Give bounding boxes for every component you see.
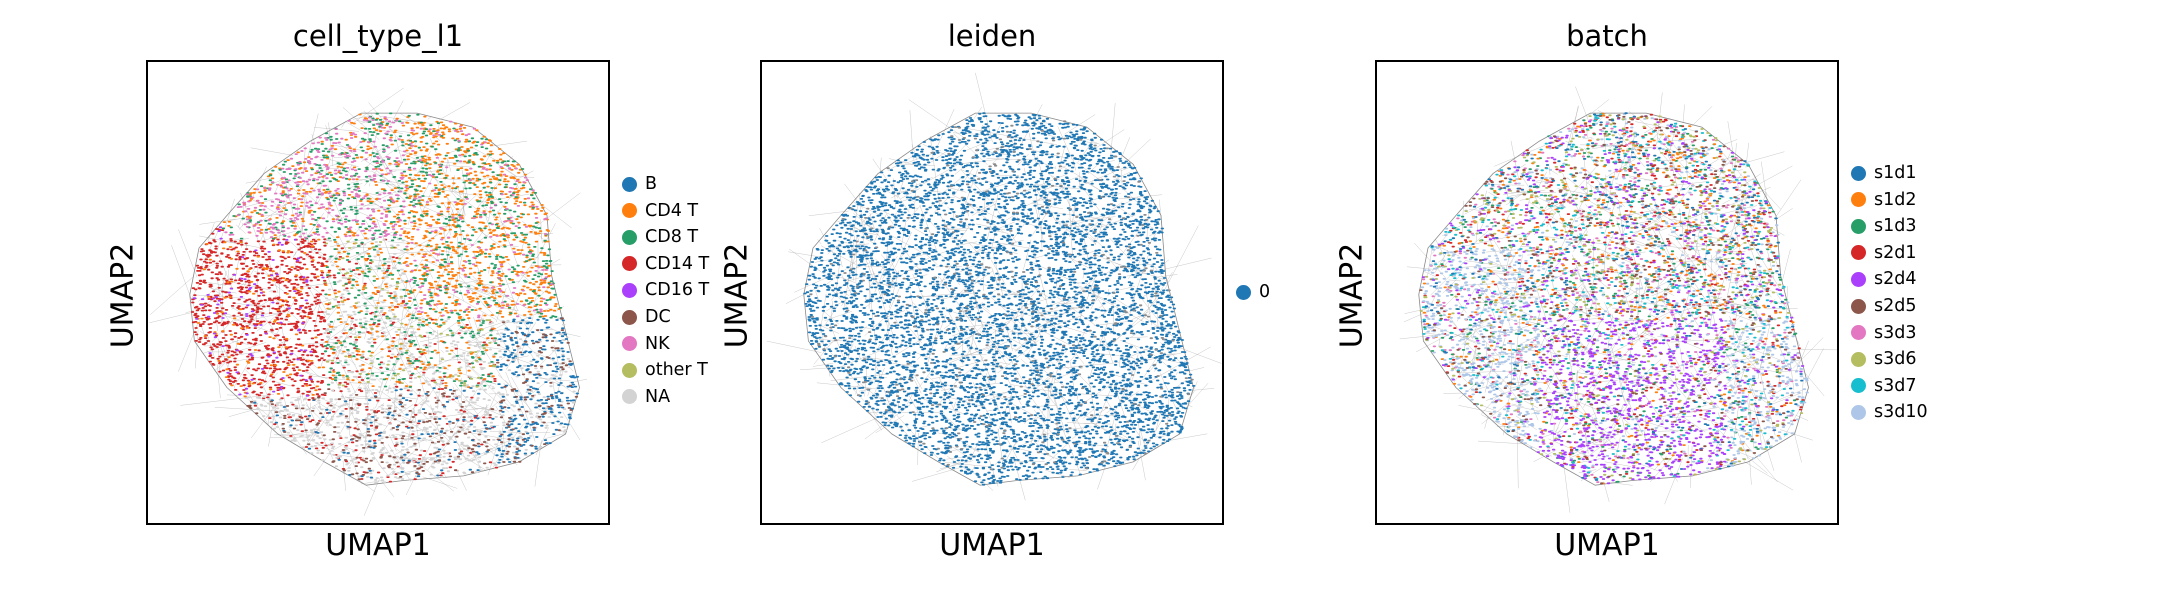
legend-label: DC: [645, 307, 671, 327]
legend-item: DC: [622, 304, 671, 330]
legend-item: 0: [1236, 279, 1270, 305]
legend-marker: [1851, 298, 1866, 314]
x-axis-label: UMAP1: [939, 528, 1045, 563]
scatter-points: [1419, 114, 1804, 479]
legend-item: CD14 T: [622, 251, 709, 277]
legend-label: s1d3: [1874, 216, 1917, 237]
legend-label: s3d10: [1874, 402, 1928, 423]
legend-label: s3d7: [1874, 375, 1917, 396]
scatter-points: [1419, 114, 1801, 485]
scatter-points: [244, 238, 576, 484]
legend-marker: [1236, 284, 1251, 300]
legend-item: s2d5: [1851, 293, 1917, 319]
legend-marker: [1851, 271, 1866, 287]
legend-item: s3d6: [1851, 346, 1917, 372]
scatter-points: [809, 120, 1194, 471]
legend-marker: [622, 389, 637, 405]
scatter-points: [192, 226, 325, 397]
legend-marker: [622, 176, 637, 192]
legend-item: NA: [622, 384, 670, 410]
scatter-points: [1421, 113, 1804, 480]
legend-label: s2d1: [1874, 242, 1917, 263]
legend-label: CD4 T: [645, 200, 699, 221]
legend-item: s2d4: [1851, 266, 1917, 292]
scatter-points: [803, 112, 1196, 486]
plot-area: [760, 60, 1224, 525]
legend-label: other T: [645, 360, 708, 381]
legend-item: s1d2: [1851, 187, 1917, 213]
neighbor-graph-edges: [1399, 86, 1837, 513]
chart-title: leiden: [947, 19, 1037, 53]
cloud-outline: [803, 112, 1194, 486]
legend-item: s2d1: [1851, 240, 1917, 266]
x-axis-label: UMAP1: [1554, 528, 1660, 563]
chart-title: cell_type_l1: [292, 19, 464, 53]
legend-label: CD14 T: [645, 253, 710, 274]
edge-lines: [1399, 86, 1837, 513]
legend-item: s1d3: [1851, 213, 1917, 239]
legend-marker: [622, 336, 637, 352]
legend-label: NK: [645, 333, 670, 354]
scatter-points: [1421, 115, 1805, 485]
scatter-points: [253, 317, 579, 479]
legend-label: 0: [1259, 282, 1271, 302]
y-axis-label: UMAP2: [105, 242, 141, 349]
legend-marker: [622, 203, 637, 219]
legend-marker: [622, 362, 637, 378]
scatter-points: [1422, 112, 1795, 485]
legend-item: CD8 T: [622, 224, 698, 250]
legend-label: s3d6: [1874, 349, 1917, 370]
scatter-plot: [1399, 86, 1837, 513]
scatter-points: [224, 116, 554, 319]
plot-area: [146, 60, 610, 525]
scatter-points: [246, 317, 579, 481]
legend-item: s3d3: [1851, 320, 1917, 346]
legend-item: NK: [622, 331, 670, 357]
legend-marker: [1851, 218, 1866, 234]
legend-marker: [622, 256, 637, 272]
legend-marker: [1851, 351, 1866, 367]
y-axis-label: UMAP2: [1334, 242, 1370, 349]
legend-marker: [1851, 245, 1866, 261]
legend-marker: [622, 309, 637, 325]
scatter-plot: [149, 87, 588, 516]
x-axis-label: UMAP1: [325, 528, 431, 563]
legend-marker: [1851, 325, 1866, 341]
legend-marker: [622, 282, 637, 298]
legend-item: other T: [622, 357, 708, 383]
legend-label: s2d4: [1874, 269, 1917, 290]
legend-item: s1d1: [1851, 160, 1917, 186]
legend-marker: [1851, 192, 1866, 208]
legend-label: s2d5: [1874, 296, 1917, 316]
legend-marker: [1851, 165, 1866, 181]
legend-item: s3d7: [1851, 373, 1917, 399]
legend-label: CD8 T: [645, 227, 699, 248]
legend-label: s1d1: [1874, 163, 1917, 183]
legend-label: s1d2: [1874, 189, 1917, 210]
cloud-outline: [189, 112, 580, 486]
chart-title: batch: [1566, 19, 1648, 53]
scatter-plot: [766, 72, 1222, 501]
legend-item: CD4 T: [622, 198, 698, 224]
legend-marker: [622, 229, 637, 245]
plot-area: [1375, 60, 1839, 525]
legend-label: NA: [645, 386, 671, 407]
legend-marker: [1851, 404, 1866, 420]
y-axis-label: UMAP2: [719, 242, 755, 349]
legend-label: s3d3: [1874, 322, 1917, 343]
scatter-points: [323, 240, 497, 388]
legend-marker: [1851, 378, 1866, 394]
legend-item: B: [622, 171, 657, 197]
legend-label: CD16 T: [645, 280, 710, 301]
legend-item: s3d10: [1851, 399, 1928, 425]
legend-item: CD16 T: [622, 277, 709, 303]
legend-label: B: [645, 174, 658, 194]
